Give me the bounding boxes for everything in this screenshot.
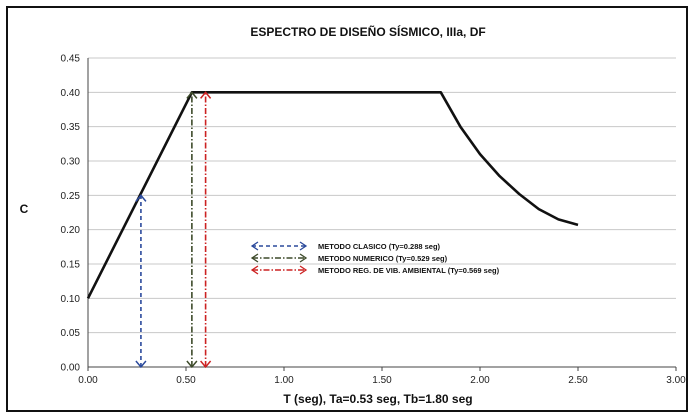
y-tick-label: 0.05	[61, 328, 81, 339]
marker-arrow-top-1	[135, 194, 147, 202]
y-tick-label: 0.30	[61, 157, 81, 168]
x-tick-label: 0.00	[78, 375, 98, 386]
grid-lines	[88, 57, 676, 334]
y-tick-label: 0.45	[61, 54, 81, 65]
x-tick-label: 1.50	[372, 375, 392, 386]
legend-label-3: METODO REG. DE VIB. AMBIENTAL (Ty=0.569 …	[318, 266, 500, 275]
y-tick-label: 0.00	[61, 363, 81, 374]
y-tick-label: 0.10	[61, 294, 81, 305]
x-tick-label: 1.00	[274, 375, 294, 386]
y-tick-label: 0.40	[61, 88, 81, 99]
y-tick-label: 0.20	[61, 225, 81, 236]
series-layer	[86, 91, 579, 299]
legend-arrow-right-3	[299, 265, 308, 275]
x-tick-label: 0.50	[176, 375, 196, 386]
legend-arrow-left-1	[250, 241, 259, 251]
legend: METODO CLASICO (Ty=0.288 seg) METODO NUME…	[250, 241, 500, 275]
legend-arrow-right-2	[299, 253, 308, 263]
series-line	[86, 91, 579, 299]
legend-label-2: METODO NUMERICO (Ty=0.529 seg)	[318, 254, 448, 263]
chart-frame	[6, 6, 688, 412]
tick-labels: 0.00 0.05 0.10 0.15 0.20 0.25 0.30 0.35 0.40 0.45…	[61, 54, 687, 387]
marker-arrows	[135, 91, 212, 369]
marker-arrow-top-2	[186, 91, 198, 99]
y-tick-label: 0.25	[61, 191, 81, 202]
x-tick-label: 3.00	[666, 375, 686, 386]
legend-arrow-left-2	[250, 253, 259, 263]
axes	[87, 58, 677, 371]
legend-arrow-left-3	[250, 265, 259, 275]
chart-title: ESPECTRO DE DISEÑO SÍSMICO, IIIa, DF	[250, 24, 485, 39]
x-tick-label: 2.50	[568, 375, 588, 386]
x-tick-label: 2.00	[470, 375, 490, 386]
y-tick-label: 0.35	[61, 122, 81, 133]
x-axis-label: T (seg), Ta=0.53 seg, Tb=1.80 seg	[283, 392, 472, 406]
legend-arrow-right-1	[299, 241, 308, 251]
marker-arrow-bottom-1	[135, 360, 147, 369]
marker-arrow-bottom-3	[200, 360, 212, 369]
y-tick-label: 0.15	[61, 260, 81, 271]
marker-arrow-bottom-2	[186, 360, 198, 369]
marker-arrow-top-3	[200, 91, 212, 99]
legend-label-1: METODO CLASICO (Ty=0.288 seg)	[318, 242, 441, 251]
y-axis-label: C	[20, 202, 29, 216]
